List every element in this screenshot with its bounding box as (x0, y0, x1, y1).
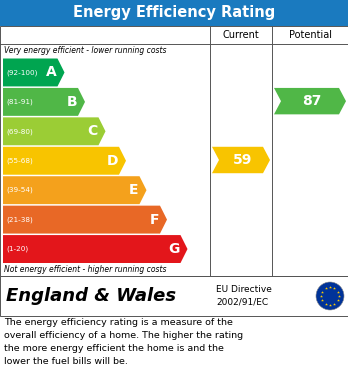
Text: Current: Current (223, 30, 259, 40)
Polygon shape (3, 88, 85, 116)
Text: Potential: Potential (288, 30, 332, 40)
Polygon shape (212, 147, 270, 173)
Text: Not energy efficient - higher running costs: Not energy efficient - higher running co… (4, 265, 166, 274)
Text: A: A (46, 65, 56, 79)
Text: England & Wales: England & Wales (6, 287, 176, 305)
Polygon shape (3, 117, 105, 145)
Polygon shape (3, 235, 188, 263)
Text: 2002/91/EC: 2002/91/EC (216, 298, 268, 307)
Text: (81-91): (81-91) (6, 99, 33, 105)
Text: Very energy efficient - lower running costs: Very energy efficient - lower running co… (4, 46, 166, 55)
Text: EU Directive: EU Directive (216, 285, 272, 294)
Text: C: C (87, 124, 97, 138)
Text: The energy efficiency rating is a measure of the
overall efficiency of a home. T: The energy efficiency rating is a measur… (4, 318, 243, 366)
Polygon shape (3, 206, 167, 233)
Circle shape (316, 282, 344, 310)
Polygon shape (3, 59, 64, 86)
Text: 87: 87 (302, 94, 322, 108)
Text: (69-80): (69-80) (6, 128, 33, 135)
Bar (0, 0, 348, 26)
Text: (55-68): (55-68) (6, 158, 33, 164)
Text: B: B (66, 95, 77, 109)
Text: (1-20): (1-20) (6, 246, 28, 252)
Text: G: G (168, 242, 180, 256)
Text: Energy Efficiency Rating: Energy Efficiency Rating (73, 5, 275, 20)
Text: (39-54): (39-54) (6, 187, 33, 194)
Polygon shape (3, 176, 147, 204)
Text: D: D (106, 154, 118, 168)
Text: 59: 59 (233, 153, 253, 167)
Text: E: E (129, 183, 139, 197)
Polygon shape (3, 147, 126, 175)
Bar (0, 26, 348, 276)
Bar (0, 276, 348, 316)
Text: (21-38): (21-38) (6, 216, 33, 223)
Text: (92-100): (92-100) (6, 69, 37, 76)
Polygon shape (274, 88, 346, 114)
Text: F: F (150, 213, 159, 227)
